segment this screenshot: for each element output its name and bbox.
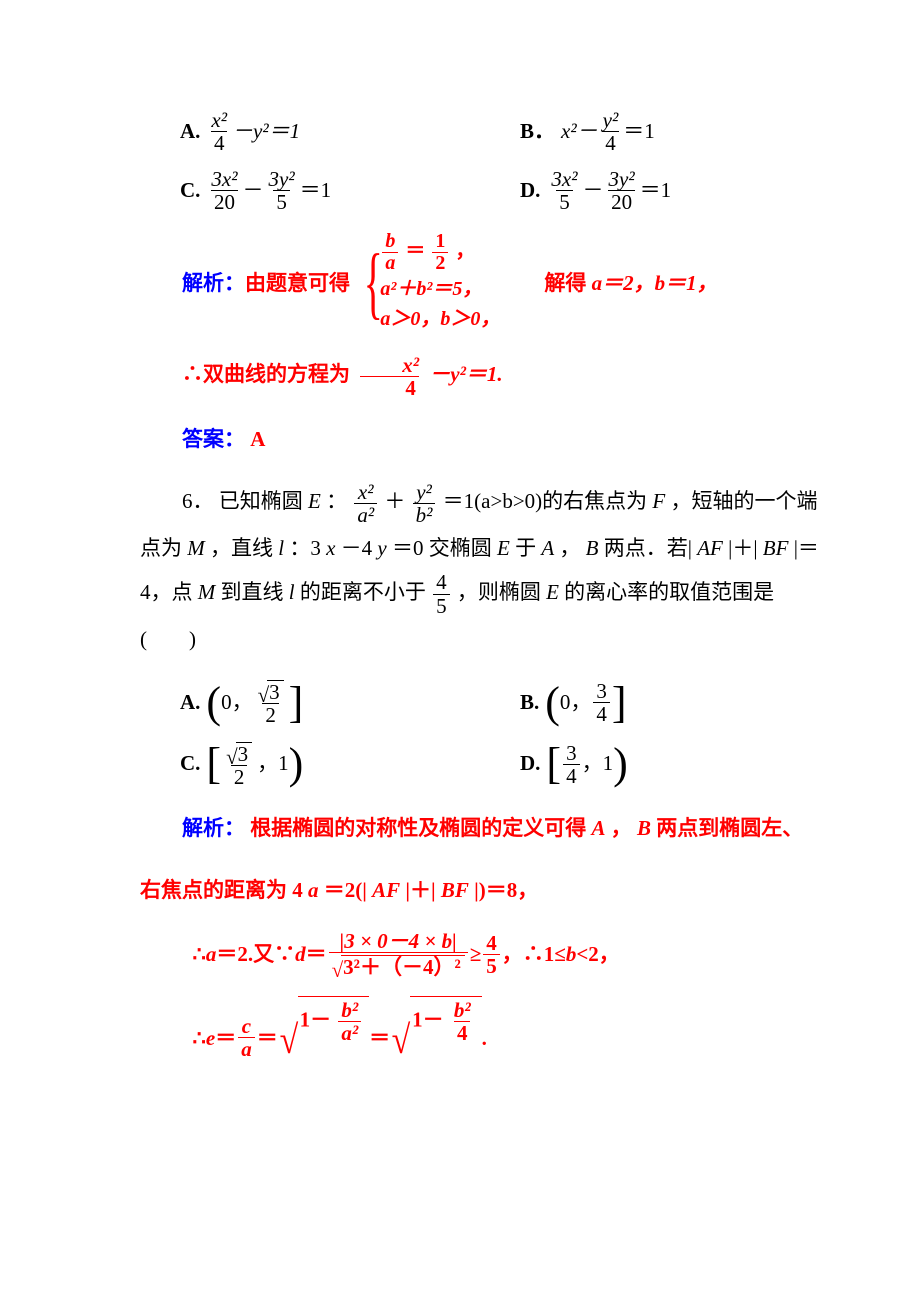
page: A. x² 4 －y²＝1 B． x²－ y² 4 ＝1 C. 3x² 20 － (0, 0, 920, 1302)
solution-prefix: 解析： (182, 816, 245, 840)
option-label: B． (520, 112, 555, 152)
fraction: 3x² 20 (208, 168, 240, 213)
q6-option-B: B. ( 0， 3 4 ] (500, 680, 627, 725)
q5-answer: 答案： A (140, 417, 820, 461)
q5-option-A: A. x² 4 －y²＝1 (140, 109, 500, 154)
q5-option-D: D. 3x² 5 － 3y² 20 ＝1 (500, 168, 671, 213)
q6-solution-line3: ∴ a ＝2.又∵ d ＝ |3 × 0－4 × b| √3²＋（－4）² ≥ … (140, 930, 820, 978)
answer-label: 答案： (182, 427, 245, 451)
q6-solution-line1: 解析： 根据椭圆的对称性及椭圆的定义可得 A ， B 两点到椭圆左、 (140, 806, 820, 850)
q5-option-C: C. 3x² 20 － 3y² 5 ＝1 (140, 168, 500, 213)
option-label: A. (180, 112, 200, 152)
fraction: 3y² 20 (606, 168, 638, 213)
left-brace-icon: { (364, 243, 383, 323)
q6-option-C: C. [ √3 2 ，1 ) (140, 740, 500, 788)
q5-solution-line1: 解析： 由题意可得 { b a ＝ 1 2 ， a²＋b²＝5， (140, 231, 820, 334)
option-label: D. (520, 171, 540, 211)
q6-option-D: D. [ 3 4 ，1 ) (500, 742, 628, 787)
tail: －y²＝1 (232, 112, 300, 152)
q6-solution-line2: 右焦点的距离为 4 a ＝2(| AF |＋| BF |)＝8， (140, 868, 820, 912)
brace-system: { b a ＝ 1 2 ， a²＋b²＝5， a＞0，b＞0， (354, 231, 500, 334)
q6-stem: 6． 已知椭圆 E ： x² a² ＋ y² b² ＝1(a>b>0)的右焦点为… (140, 479, 820, 661)
fraction: 3y² 5 (266, 168, 298, 213)
q5-option-B: B． x²－ y² 4 ＝1 (500, 109, 655, 154)
solution-prefix: 解析： (182, 261, 245, 305)
fraction: x² 4 (208, 109, 230, 154)
option-label: C. (180, 171, 200, 211)
q6-solution-line4: ∴ e ＝ c a ＝ √ 1－ b² a² ＝ √ 1－ b² (140, 996, 820, 1080)
sqrt-icon: √ 1－ b² 4 (390, 996, 481, 1080)
q6-options-row2: C. [ √3 2 ，1 ) D. [ 3 4 ，1 ) (140, 740, 820, 788)
sqrt-icon: √ 1－ b² a² (278, 996, 369, 1080)
answer-value: A (250, 427, 265, 451)
q5-options-row2: C. 3x² 20 － 3y² 5 ＝1 D. 3x² 5 － 3y² 20 ＝ (140, 168, 820, 213)
q6-option-A: A. ( 0， √3 2 ] (140, 679, 500, 727)
q5-solution-conclusion: ∴双曲线的方程为 x² 4 －y²＝1. (140, 352, 820, 399)
q6-options-row1: A. ( 0， √3 2 ] B. ( 0， 3 4 ] (140, 679, 820, 727)
q5-options-row1: A. x² 4 －y²＝1 B． x²－ y² 4 ＝1 (140, 109, 820, 154)
fraction: 3x² 5 (548, 168, 580, 213)
fraction: y² 4 (600, 109, 622, 154)
